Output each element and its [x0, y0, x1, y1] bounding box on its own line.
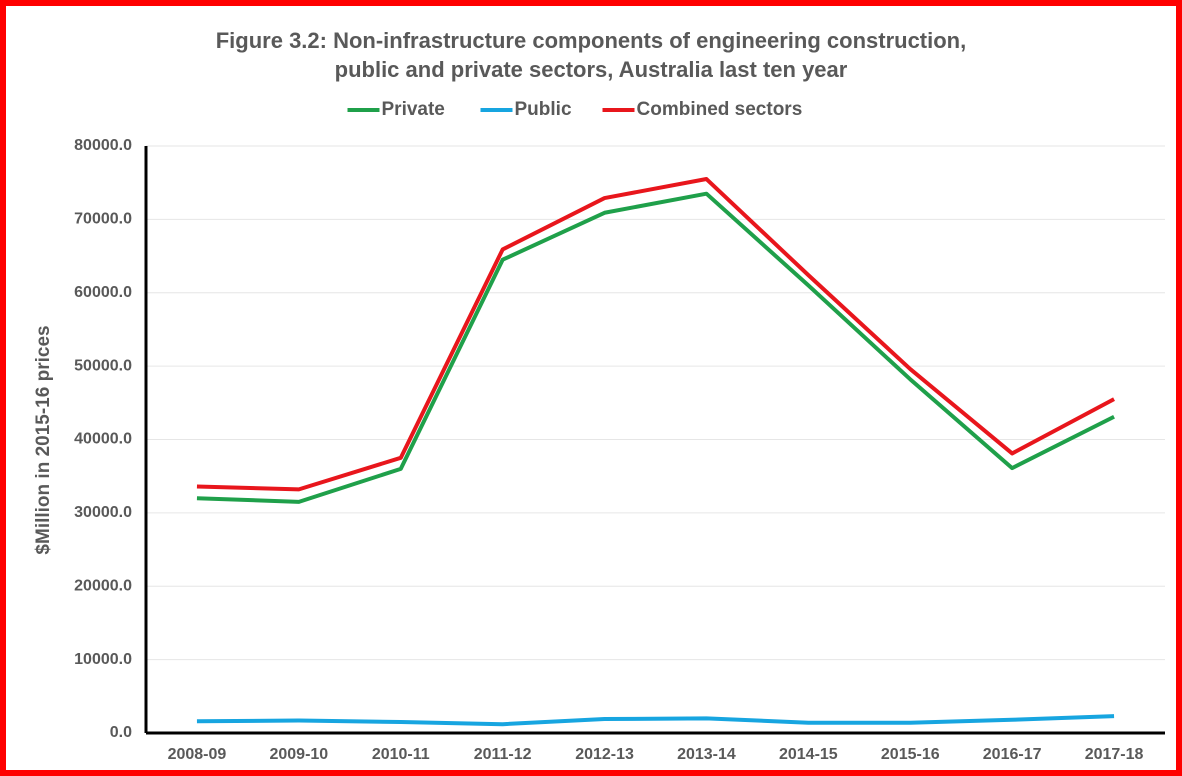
chart-title: Figure 3.2: Non-infrastructure component… [216, 28, 967, 53]
x-tick-label: 2013-14 [677, 746, 736, 763]
y-tick-label: 10000.0 [74, 651, 132, 668]
x-tick-label: 2010-11 [372, 746, 430, 763]
line-series [196, 714, 1115, 727]
y-tick-label: 60000.0 [74, 284, 132, 301]
y-tick-label: 0.0 [110, 724, 132, 741]
x-tick-label: 2015-16 [881, 746, 940, 763]
x-tick-label: 2008-09 [168, 746, 227, 763]
y-tick-label: 20000.0 [74, 577, 132, 594]
x-tick-label: 2017-18 [1085, 746, 1144, 763]
x-tick-label: 2016-17 [983, 746, 1042, 763]
y-tick-label: 80000.0 [74, 137, 132, 154]
chart-title: public and private sectors, Australia la… [335, 57, 848, 82]
line-series [196, 177, 1115, 492]
y-tick-label: 70000.0 [74, 211, 132, 228]
y-axis-label: $Million in 2015-16 prices [33, 325, 54, 554]
legend-label: Public [515, 99, 572, 120]
y-tick-label: 30000.0 [74, 504, 132, 521]
line-series [196, 191, 1115, 504]
x-tick-label: 2014-15 [779, 746, 838, 763]
x-tick-label: 2012-13 [575, 746, 634, 763]
legend-label: Private [382, 99, 445, 120]
legend-label: Combined sectors [637, 99, 803, 120]
x-tick-label: 2009-10 [269, 746, 328, 763]
x-tick-label: 2011-12 [474, 746, 532, 763]
y-tick-label: 50000.0 [74, 357, 132, 374]
y-tick-label: 40000.0 [74, 431, 132, 448]
